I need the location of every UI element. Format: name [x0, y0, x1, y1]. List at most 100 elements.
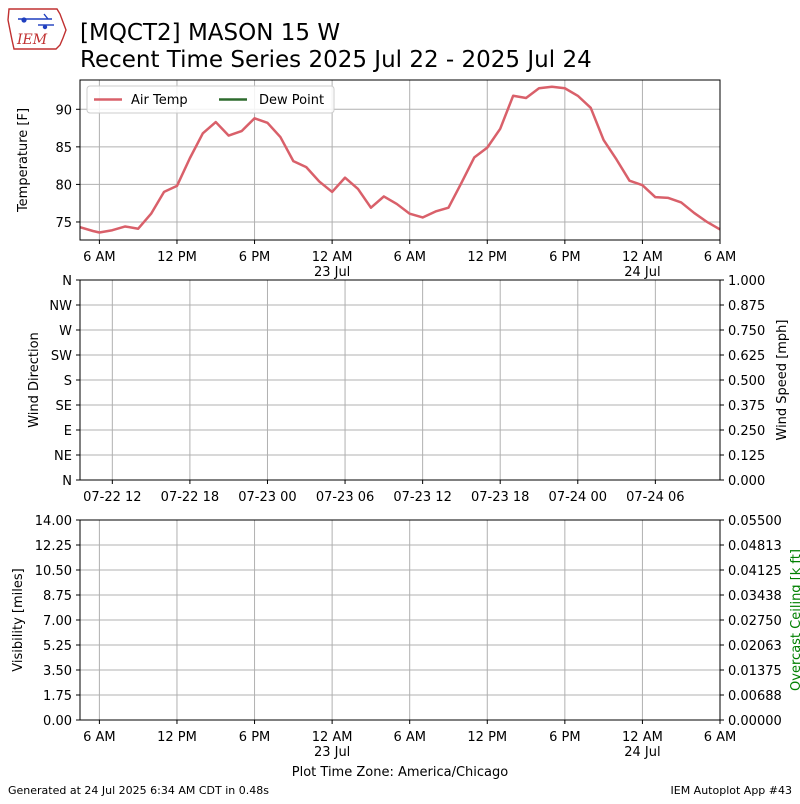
wind-xtick-label: 07-22 18: [161, 490, 219, 505]
wind-dir-label: NW: [49, 299, 72, 314]
ceiling-ytick-label: 0.00000: [728, 714, 782, 729]
temperature-xtick-label: 6 PM: [549, 250, 580, 265]
temperature-xtick-label: 6 AM: [83, 250, 116, 265]
visibility-xtick-label: 6 AM: [704, 730, 737, 745]
visibility-xtick-label: 6 PM: [549, 730, 580, 745]
generated-note: Generated at 24 Jul 2025 6:34 AM CDT in …: [8, 784, 269, 797]
wind-speed-label: 0.250: [728, 424, 765, 439]
legend-box: [86, 85, 335, 114]
wind-xtick-label: 07-23 06: [316, 490, 374, 505]
wind-speed-label: 0.000: [728, 474, 765, 489]
wind-ylabel: Wind Direction: [27, 332, 42, 428]
temperature-plot-frame: [79, 79, 721, 241]
visibility-panel: 0.00 1.75 3.50 5.25 7.00 8.75 10.50 12.25 14.00 0…: [11, 514, 800, 780]
wind-grid: [80, 280, 720, 480]
temperature-xtick-label: 12 PM: [157, 250, 197, 265]
temperature-series: [79, 85, 721, 234]
temperature-xtick-label: 6 AM: [704, 250, 737, 265]
visibility-ytick-label: 3.50: [43, 664, 72, 679]
visibility-xtick-date: 23 Jul: [314, 745, 350, 760]
wind-speed-label: 0.375: [728, 399, 765, 414]
ceiling-ytick-label: 0.04125: [728, 564, 782, 579]
temperature-ytick-label: 80: [55, 178, 72, 193]
wind-speed-label: 0.625: [728, 349, 765, 364]
wind-dir-label: NE: [54, 449, 72, 464]
wind-dir-label: W: [59, 324, 72, 339]
chart-subtitle: Recent Time Series 2025 Jul 22 - 2025 Ju…: [80, 47, 592, 73]
temperature-legend: Air Temp Dew Point: [86, 85, 335, 114]
wind-dir-label: N: [62, 274, 72, 289]
app-credit: IEM Autoplot App #43: [671, 784, 793, 797]
visibility-xtick-label: 6 AM: [83, 730, 116, 745]
legend-label-dew-point: Dew Point: [259, 93, 324, 108]
wind-speed-label: 1.000: [728, 274, 765, 289]
visibility-ytick-label: 0.00: [43, 714, 72, 729]
ceiling-ytick-label: 0.04813: [728, 539, 782, 554]
visibility-axis-ticks: 0.00 1.75 3.50 5.25 7.00 8.75 10.50 12.25 14.00 0…: [35, 514, 782, 760]
wind-dir-label: E: [64, 424, 72, 439]
visibility-xtick-label: 12 AM: [622, 730, 663, 745]
temperature-xtick-label: 12 PM: [467, 250, 507, 265]
visibility-xtick-label: 12 PM: [157, 730, 197, 745]
temperature-xtick-label: 6 AM: [393, 250, 426, 265]
visibility-ytick-label: 14.00: [35, 514, 72, 529]
visibility-xtick-date: 24 Jul: [624, 745, 660, 760]
station-dot-icon: [21, 17, 27, 23]
visibility-ytick-label: 5.25: [43, 639, 72, 654]
temperature-xtick-date: 23 Jul: [314, 265, 350, 280]
ceiling-ytick-label: 0.02063: [728, 639, 782, 654]
wind-speed-label: 0.875: [728, 299, 765, 314]
logo-text: IEM: [16, 32, 48, 48]
wind-dir-label: S: [64, 374, 72, 389]
temperature-ytick-label: 75: [55, 216, 72, 231]
visibility-xtick-label: 12 AM: [312, 730, 353, 745]
visibility-grid: [80, 520, 721, 720]
ceiling-ytick-label: 0.03438: [728, 589, 782, 604]
visibility-ytick-label: 7.00: [43, 614, 72, 629]
chart-title: [MQCT2] MASON 15 W: [80, 20, 340, 46]
ceiling-ytick-label: 0.01375: [728, 664, 782, 679]
wind-xtick-label: 07-24 00: [549, 490, 607, 505]
wind-y2label: Wind Speed [mph]: [775, 320, 790, 441]
air-temp-line: [79, 85, 721, 234]
visibility-ytick-label: 1.75: [43, 689, 72, 704]
timezone-label: Plot Time Zone: America/Chicago: [292, 765, 508, 780]
wind-xtick-label: 07-24 06: [626, 490, 684, 505]
temperature-ytick-label: 90: [55, 103, 72, 118]
visibility-ylabel: Visibility [miles]: [11, 568, 26, 671]
ceiling-ytick-label: 0.00688: [728, 689, 782, 704]
visibility-ytick-label: 8.75: [43, 589, 72, 604]
wind-speed-label: 0.750: [728, 324, 765, 339]
wind-panel: N NE E SE S SW W NW N 0.000 0.125 0.250 0.375 0.500 0.…: [27, 274, 790, 505]
wind-speed-label: 0.500: [728, 374, 765, 389]
temperature-ytick-label: 85: [55, 141, 72, 156]
temperature-xtick-label: 6 PM: [239, 250, 270, 265]
wind-dir-label: N: [62, 474, 72, 489]
wind-xtick-label: 07-23 12: [393, 490, 451, 505]
wind-xtick-label: 07-23 00: [238, 490, 296, 505]
temperature-xtick-date: 24 Jul: [624, 265, 660, 280]
visibility-ytick-label: 10.50: [35, 564, 72, 579]
wind-plot-frame: [79, 279, 721, 481]
visibility-ytick-label: 12.25: [35, 539, 72, 554]
visibility-xtick-label: 12 PM: [467, 730, 507, 745]
legend-label-air-temp: Air Temp: [131, 93, 188, 108]
ceiling-y2label: Overcast Ceiling [k ft]: [789, 549, 800, 691]
ceiling-ytick-label: 0.05500: [728, 514, 782, 529]
visibility-xtick-label: 6 AM: [393, 730, 426, 745]
wind-dir-label: SW: [51, 349, 72, 364]
wind-xtick-label: 07-23 18: [471, 490, 529, 505]
wind-dir-label: SE: [56, 399, 72, 414]
visibility-plot-frame: [79, 519, 721, 721]
wind-xtick-label: 07-22 12: [83, 490, 141, 505]
ceiling-ytick-label: 0.02750: [728, 614, 782, 629]
wind-speed-label: 0.125: [728, 449, 765, 464]
wind-axis-ticks: N NE E SE S SW W NW N 0.000 0.125 0.250 0.375 0.500 0.…: [49, 274, 765, 505]
temperature-ylabel: Temperature [F]: [16, 108, 31, 213]
iem-logo: IEM: [7, 8, 67, 50]
temperature-xtick-label: 12 AM: [622, 250, 663, 265]
